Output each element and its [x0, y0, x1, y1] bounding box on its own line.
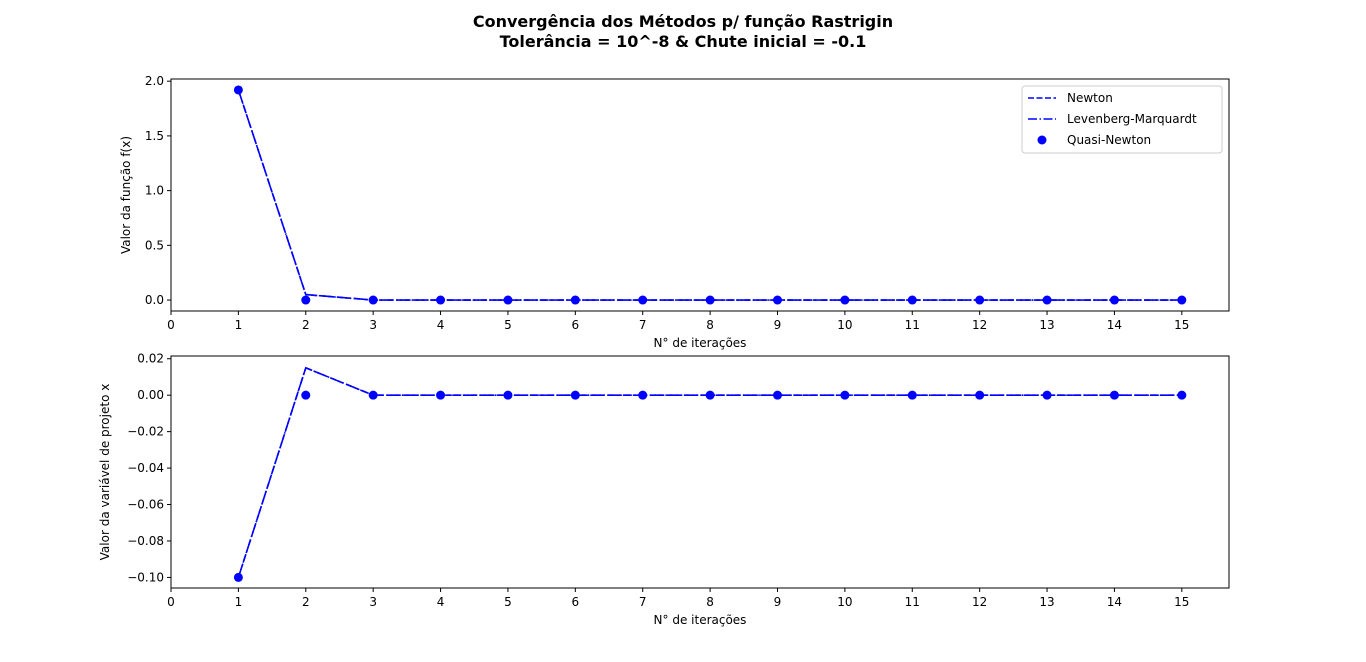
point-quasi-newton-bottom: [368, 390, 378, 400]
point-quasi-newton-bottom: [840, 390, 850, 400]
y-tick-label-bottom: −0.04: [127, 461, 164, 475]
chart-design-variable: 0 1 2 3 4 5 6 7 8 9 10 11 12 13 14 150.020.00−0.02−0.04…: [98, 352, 1230, 627]
point-quasi-newton-top: [570, 295, 580, 305]
point-quasi-newton-top: [1177, 295, 1187, 305]
x-tick-label-top: 4: [437, 318, 445, 332]
x-tick-label-bottom: 0: [167, 595, 175, 609]
x-tick-label-bottom: 12: [972, 595, 987, 609]
point-quasi-newton-bottom: [975, 390, 985, 400]
point-quasi-newton-bottom: [1109, 390, 1119, 400]
legend-label-2: Quasi-Newton: [1067, 133, 1151, 147]
y-tick-label-bottom: 0.02: [137, 352, 164, 366]
y-tick-label-bottom: −0.08: [127, 534, 164, 548]
point-quasi-newton-top: [503, 295, 513, 305]
axes-frame-top: [170, 78, 1230, 312]
point-quasi-newton-top: [436, 295, 446, 305]
x-tick-label-top: 2: [302, 318, 310, 332]
y-tick-label-top: 0.0: [145, 293, 164, 307]
x-tick-label-bottom: 13: [1039, 595, 1054, 609]
x-tick-label-top: 8: [706, 318, 714, 332]
y-tick-label-bottom: −0.10: [127, 570, 164, 584]
legend-label-1: Levenberg-Marquardt: [1067, 112, 1197, 126]
x-tick-label-bottom: 7: [639, 595, 647, 609]
x-tick-label-bottom: 2: [302, 595, 310, 609]
series-line-levenberg-marquardt-bottom: [237, 366, 1182, 578]
point-quasi-newton-bottom: [503, 390, 513, 400]
point-quasi-newton-top: [368, 295, 378, 305]
x-axis-label-top: N° de iterações: [654, 336, 747, 350]
y-tick-label-top: 1.0: [145, 184, 164, 198]
x-tick-label-bottom: 11: [905, 595, 920, 609]
x-tick-label-top: 7: [639, 318, 647, 332]
y-tick-label-top: 0.5: [145, 238, 164, 252]
point-quasi-newton-bottom: [233, 572, 243, 582]
x-tick-label-top: 13: [1039, 318, 1054, 332]
x-tick-label-top: 0: [167, 318, 175, 332]
point-quasi-newton-top: [301, 295, 311, 305]
x-tick-label-top: 9: [774, 318, 782, 332]
x-tick-label-bottom: 8: [706, 595, 714, 609]
x-tick-label-bottom: 15: [1174, 595, 1189, 609]
x-tick-label-bottom: 14: [1107, 595, 1122, 609]
figure-title: Convergência dos Métodos p/ função Rastr…: [0, 12, 1366, 52]
x-tick-label-top: 12: [972, 318, 987, 332]
legend-box: [1021, 85, 1223, 154]
x-tick-label-top: 3: [369, 318, 377, 332]
point-quasi-newton-bottom: [638, 390, 648, 400]
x-tick-label-top: 1: [235, 318, 243, 332]
legend: Newton Levenberg-Marquardt Quasi-Newton: [1021, 85, 1223, 154]
point-quasi-newton-top: [772, 295, 782, 305]
x-tick-label-top: 10: [837, 318, 852, 332]
y-tick-label-top: 1.5: [145, 129, 164, 143]
x-tick-label-bottom: 3: [369, 595, 377, 609]
x-tick-label-top: 6: [572, 318, 580, 332]
y-axis-label-bottom: Valor da variável de projeto x: [98, 384, 112, 561]
y-tick-label-bottom: 0.00: [137, 388, 164, 402]
point-quasi-newton-bottom: [301, 390, 311, 400]
y-axis-label-top: Valor da função f(x): [119, 136, 133, 254]
legend-marker-2: [1037, 135, 1047, 145]
point-quasi-newton-top: [907, 295, 917, 305]
x-tick-label-top: 14: [1107, 318, 1122, 332]
point-quasi-newton-bottom: [705, 390, 715, 400]
x-tick-label-top: 5: [504, 318, 512, 332]
point-quasi-newton-top: [233, 85, 243, 95]
figure-title-line1: Convergência dos Métodos p/ função Rastr…: [472, 12, 894, 31]
x-tick-label-top: 11: [905, 318, 920, 332]
point-quasi-newton-bottom: [1042, 390, 1052, 400]
x-tick-label-bottom: 1: [235, 595, 243, 609]
point-quasi-newton-bottom: [907, 390, 917, 400]
chart-function-value: 0 1 2 3 4 5 6 7 8 9 10 11 12 13 14 150.00.51.01.52.0N° …: [119, 74, 1230, 350]
point-quasi-newton-bottom: [1177, 390, 1187, 400]
point-quasi-newton-bottom: [772, 390, 782, 400]
figure-title-line2: Tolerância = 10^-8 & Chute inicial = -0.…: [499, 32, 867, 51]
y-tick-label-bottom: −0.06: [127, 498, 164, 512]
point-quasi-newton-bottom: [436, 390, 446, 400]
x-tick-label-bottom: 10: [837, 595, 852, 609]
x-axis-label-bottom: N° de iterações: [654, 613, 747, 627]
axes-frame-bottom: [170, 355, 1230, 589]
x-tick-label-bottom: 6: [572, 595, 580, 609]
point-quasi-newton-top: [1109, 295, 1119, 305]
legend-label-0: Newton: [1067, 91, 1113, 105]
x-tick-label-top: 15: [1174, 318, 1189, 332]
point-quasi-newton-bottom: [570, 390, 580, 400]
point-quasi-newton-top: [638, 295, 648, 305]
point-quasi-newton-top: [975, 295, 985, 305]
x-tick-label-bottom: 9: [774, 595, 782, 609]
point-quasi-newton-top: [705, 295, 715, 305]
point-quasi-newton-top: [840, 295, 850, 305]
y-tick-label-top: 2.0: [145, 74, 164, 88]
point-quasi-newton-top: [1042, 295, 1052, 305]
y-tick-label-bottom: −0.02: [127, 425, 164, 439]
x-tick-label-bottom: 5: [504, 595, 512, 609]
x-tick-label-bottom: 4: [437, 595, 445, 609]
